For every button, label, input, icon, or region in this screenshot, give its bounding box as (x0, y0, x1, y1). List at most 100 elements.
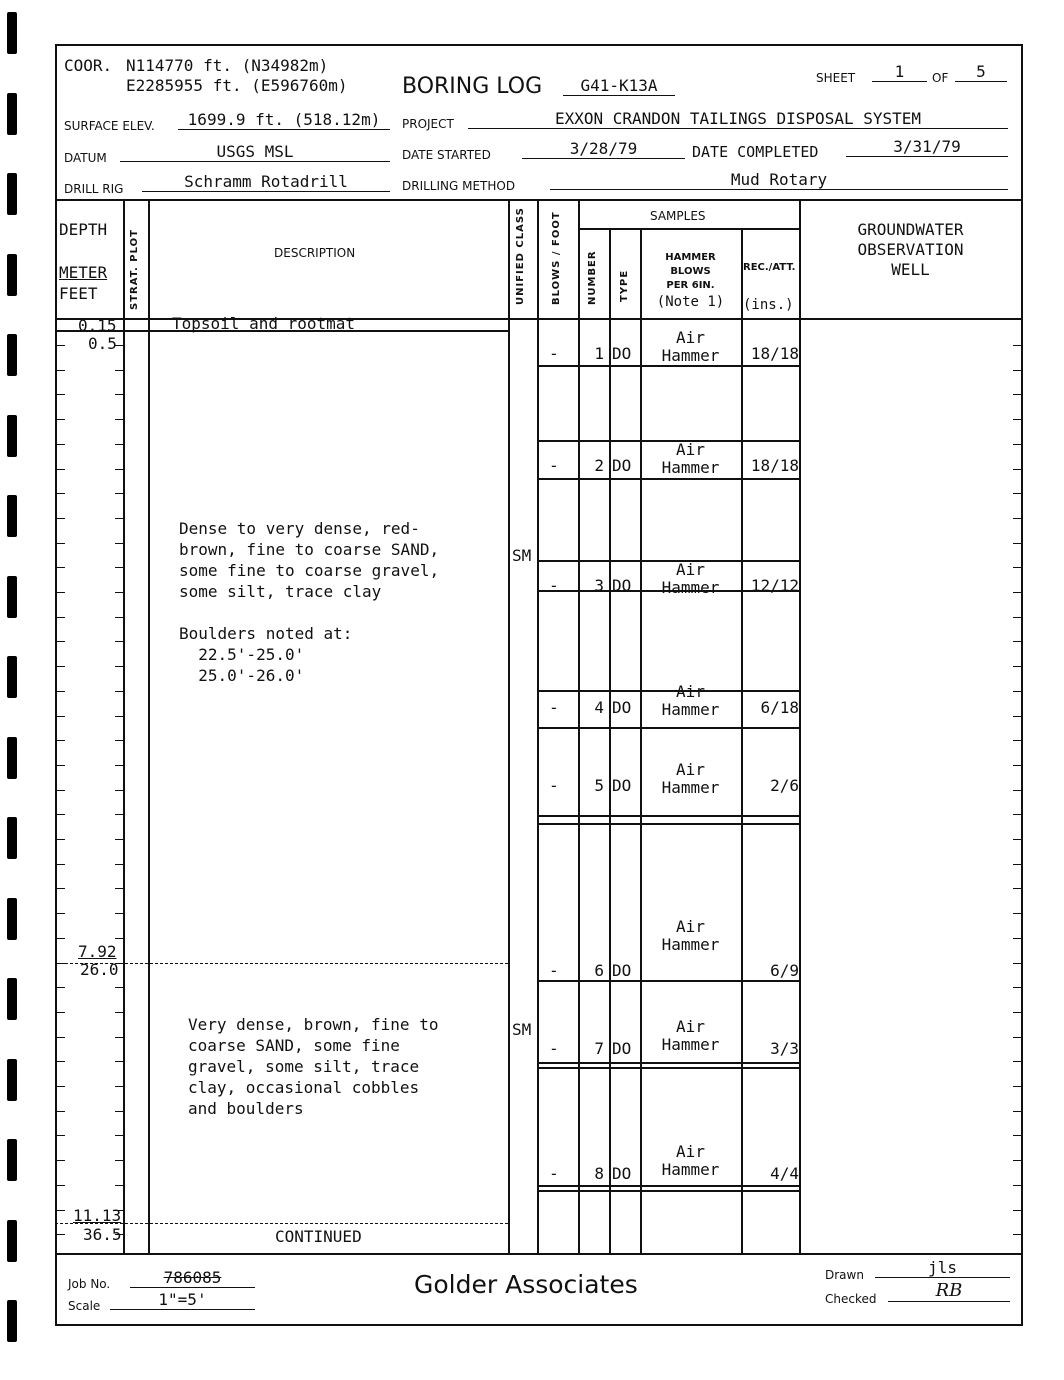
scale-tick (1013, 1135, 1021, 1137)
sample-number: 1 (594, 344, 604, 363)
scale-tick (1013, 913, 1021, 915)
date-started-label: DATE STARTED (402, 148, 491, 162)
scale-tick (57, 839, 65, 840)
depth-meter: 0.15 (78, 316, 117, 335)
col-description: DESCRIPTION (274, 246, 356, 260)
binder-hole (7, 1058, 17, 1101)
unified-class: SM (512, 1020, 532, 1039)
scale-tick (115, 567, 123, 569)
sample-rec: 6/18 (760, 698, 799, 717)
scale-tick (57, 443, 65, 445)
scale-tick (115, 345, 123, 346)
col-hammer-1: HAMMER (665, 252, 716, 263)
scale-tick (1013, 666, 1021, 668)
binder-hole (7, 978, 17, 1020)
sample-blows: - (549, 776, 559, 795)
sample-hammer: Air (676, 1017, 705, 1036)
sample-type: DO (612, 961, 632, 980)
scale-tick (57, 616, 65, 618)
col-hammer-2: BLOWS (670, 266, 711, 277)
binder-hole (7, 736, 17, 779)
scale-tick (115, 690, 123, 692)
drawn-label: Drawn (825, 1268, 864, 1282)
scale-tick (57, 1061, 65, 1063)
sample-divider (537, 1185, 801, 1187)
layer-description: Very dense, brown, fine to coarse SAND, … (188, 1015, 439, 1118)
col-meter: METER (59, 263, 108, 282)
sample-type: DO (612, 1039, 632, 1058)
sample-divider (537, 980, 801, 982)
scale-tick (1013, 419, 1021, 421)
scale-tick (57, 1184, 65, 1186)
scale-tick (57, 740, 65, 742)
scale: 1"=5' (110, 1290, 255, 1310)
job-label: Job No. (68, 1277, 111, 1291)
scale-tick (1013, 1234, 1021, 1236)
col-hammer-note: (Note 1) (656, 294, 725, 310)
col-rec: REC./ATT. (743, 262, 796, 273)
binder-hole (7, 656, 17, 698)
scale-tick (115, 1061, 123, 1063)
coor-north: N114770 ft. (N34982m) (126, 56, 329, 75)
scale-tick (1013, 443, 1021, 445)
col-feet: FEET (59, 284, 98, 303)
sample-hammer: Hammer (661, 700, 720, 719)
sheet-label: SHEET (816, 71, 856, 85)
scale-tick (115, 814, 123, 816)
page-title: BORING LOG (402, 74, 543, 99)
sample-divider (537, 440, 801, 442)
scale-tick (1013, 493, 1021, 495)
scale-tick (1013, 789, 1021, 791)
scale-tick (57, 419, 65, 421)
sample-divider (537, 1067, 801, 1069)
binder-hole (7, 495, 17, 537)
surface-elev-label: SURFACE ELEV. (64, 119, 155, 133)
scale-tick (115, 1011, 123, 1013)
column-divider (640, 228, 642, 1253)
date-completed-label: DATE COMPLETED (692, 143, 819, 161)
sample-rec: 2/6 (770, 776, 799, 795)
drill-rig: Schramm Rotadrill (142, 172, 390, 192)
scale-tick (57, 1160, 65, 1162)
scale-tick (57, 764, 65, 766)
binder-hole (7, 334, 17, 376)
continued-label: CONTINUED (275, 1227, 362, 1246)
sample-blows: - (549, 961, 559, 980)
column-divider (741, 228, 743, 1253)
col-strat: STRAT. PLOT (129, 229, 140, 310)
scale-tick (57, 1086, 65, 1087)
scale-tick (1013, 740, 1021, 742)
sample-rec: 12/12 (750, 576, 799, 595)
sample-divider (537, 823, 801, 825)
scale-tick (1013, 468, 1021, 470)
depth-feet: 36.5 (83, 1225, 122, 1244)
sample-type: DO (612, 698, 632, 717)
scale-tick (57, 493, 65, 495)
sample-rec: 6/9 (770, 961, 799, 980)
scale-tick (1013, 962, 1021, 964)
company-name: Golder Associates (414, 1270, 638, 1299)
scale-tick (115, 1160, 123, 1162)
checked-signature: RB (888, 1280, 1010, 1302)
sample-hammer: Air (676, 440, 705, 459)
scale-tick (57, 468, 65, 470)
scale-tick (57, 1036, 65, 1038)
binder-hole (7, 817, 17, 859)
scale-tick (1013, 1209, 1021, 1211)
sample-divider (537, 690, 801, 692)
scale-tick (1013, 1184, 1021, 1186)
coor-east: E2285955 ft. (E596760m) (126, 76, 348, 95)
sample-divider (537, 560, 801, 562)
sample-divider (537, 365, 801, 367)
scale-tick (1013, 567, 1021, 569)
col-well-2: OBSERVATION (857, 240, 964, 259)
project-label: PROJECT (402, 117, 454, 131)
scale-tick (57, 369, 65, 371)
sample-hammer: Hammer (661, 458, 720, 477)
date-started: 3/28/79 (522, 139, 685, 159)
binder-hole (7, 12, 17, 54)
scale-tick (115, 789, 123, 791)
drill-rig-label: DRILL RIG (64, 182, 124, 196)
scale-tick (57, 1011, 65, 1013)
scale-tick (1013, 641, 1021, 643)
